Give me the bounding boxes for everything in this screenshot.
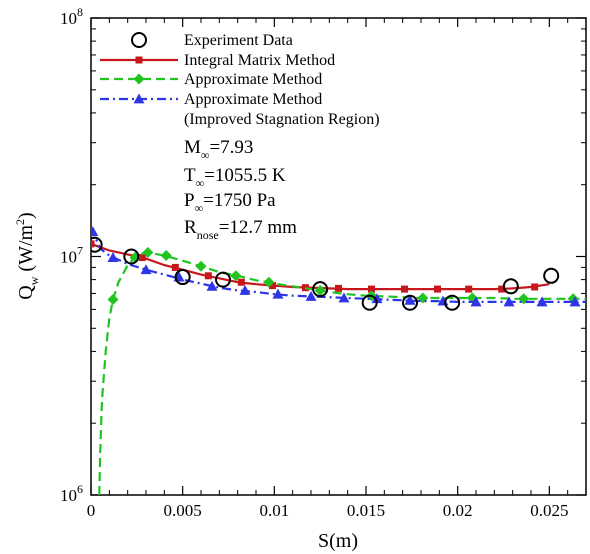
data-point-square <box>531 283 539 291</box>
condition-annotation: T∞=1055.5 K <box>184 165 286 190</box>
condition-annotation: Rnose=12.7 mm <box>184 217 297 242</box>
data-point-triangle <box>206 280 218 291</box>
series-circle <box>91 236 560 311</box>
data-point-diamond <box>107 294 119 306</box>
legend-marker-diamond <box>133 73 145 85</box>
data-point-diamond <box>160 249 172 261</box>
data-point-square <box>138 254 146 262</box>
condition-annotation: P∞=1750 Pa <box>184 190 276 215</box>
data-point-square <box>401 285 408 293</box>
data-point-square <box>498 285 506 293</box>
data-point-triangle <box>91 226 99 237</box>
data-point-square <box>434 285 441 293</box>
y-tick-label: 107 <box>60 244 83 267</box>
data-point-circle <box>312 281 329 298</box>
data-point-triangle <box>371 293 383 304</box>
data-point-circle <box>174 269 191 286</box>
legend-label: (Improved Stagnation Region) <box>184 111 380 128</box>
data-point-circle <box>123 248 140 265</box>
x-tick-label: 0.015 <box>347 501 385 520</box>
data-point-triangle <box>140 264 152 275</box>
legend-marker-circle <box>131 32 147 48</box>
legend-entry: Approximate Method <box>100 71 322 88</box>
data-point-diamond <box>230 270 242 282</box>
legend-marker-square <box>135 56 143 64</box>
series-line <box>98 251 586 495</box>
x-tick-label: 0.025 <box>530 501 568 520</box>
x-tick-label: 0.02 <box>443 501 473 520</box>
data-point-circle <box>91 236 103 253</box>
data-point-circle <box>444 294 461 311</box>
legend-label: Integral Matrix Method <box>184 52 335 69</box>
legend-marker-triangle <box>133 93 145 104</box>
x-tick-label: 0.005 <box>164 501 202 520</box>
data-point-circle <box>215 271 231 288</box>
legend-label: Approximate Method <box>184 91 322 108</box>
series-layer <box>91 226 586 495</box>
legend-entry: Experiment Data <box>131 32 293 49</box>
legend-label: Experiment Data <box>184 32 293 49</box>
data-point-square <box>368 285 375 293</box>
data-point-triangle <box>107 252 119 262</box>
data-point-triangle <box>338 292 350 303</box>
data-point-square <box>269 282 276 290</box>
axis-ticks: 0 0.005 0.01 0.015 0.02 0.025 106 107 108 <box>60 5 586 520</box>
series-square <box>91 240 550 293</box>
y-tick-label: 106 <box>60 482 83 505</box>
data-point-diamond <box>314 285 326 297</box>
y-tick-label: 108 <box>60 5 83 28</box>
data-point-triangle <box>239 285 251 295</box>
x-axis-title: S(m) <box>318 530 358 552</box>
data-point-triangle <box>503 296 515 307</box>
condition-annotation: M∞=7.93 <box>184 137 253 162</box>
data-point-diamond <box>263 276 275 288</box>
legend-entry: Integral Matrix Method <box>100 52 335 69</box>
data-point-diamond <box>195 260 207 272</box>
data-point-triangle <box>536 296 548 307</box>
data-point-square <box>335 284 342 292</box>
legend: Experiment Data Integral Matrix Method App… <box>100 32 380 128</box>
x-tick-label: 0.01 <box>259 501 289 520</box>
data-point-circle <box>502 278 519 295</box>
data-point-triangle <box>404 294 416 305</box>
data-point-square <box>204 272 212 280</box>
x-tick-label: 0 <box>87 501 96 520</box>
legend-label: Approximate Method <box>184 71 322 88</box>
data-point-square <box>465 285 473 293</box>
data-point-triangle <box>272 288 284 299</box>
data-point-square <box>91 240 95 248</box>
series-triangle <box>91 226 586 307</box>
legend-entry: Approximate Method (Improved Stagnation R… <box>100 91 380 128</box>
data-point-square <box>237 278 245 286</box>
data-point-square <box>171 263 179 271</box>
data-point-circle <box>543 267 560 284</box>
y-axis-title: Qw (W/m2) <box>13 212 41 299</box>
series-diamond <box>98 246 586 495</box>
data-point-circle <box>361 294 378 311</box>
data-point-triangle <box>569 296 581 307</box>
data-point-triangle <box>470 296 482 307</box>
data-point-triangle <box>305 290 317 301</box>
data-point-diamond <box>142 246 154 258</box>
data-point-circle <box>402 294 418 311</box>
